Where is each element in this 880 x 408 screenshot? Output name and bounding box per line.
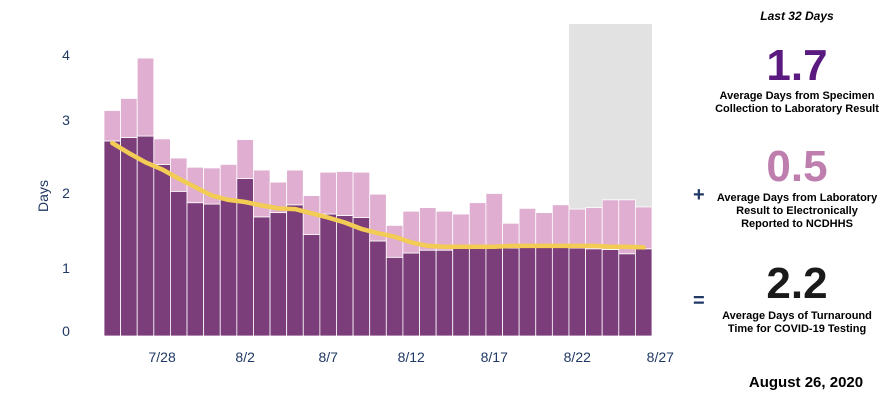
bar-result-to-report-8/5 [286, 169, 304, 206]
bar-result-to-report-8/21 [551, 204, 570, 248]
x-tick-label: 8/22 [564, 349, 591, 365]
y-tick-label: 1 [62, 260, 70, 276]
bar-result-to-report-8/17 [485, 193, 503, 249]
bar-result-to-report-8/9 [352, 171, 371, 218]
y-tick-label: 2 [62, 185, 70, 201]
bar-result-to-report-8/26 [634, 206, 653, 250]
plus-operator: + [693, 184, 705, 206]
metric-result-to-report-label: Average Days from Laboratory Result to E… [716, 192, 878, 230]
bar-result-to-report-7/28 [153, 138, 171, 165]
x-tick-label: 7/28 [148, 349, 175, 365]
metric-collection-to-result-value: 1.7 [766, 41, 828, 90]
y-axis-ticks: 0 1 2 3 4 [62, 47, 70, 339]
bar-collection-to-result-8/8 [336, 215, 354, 337]
bar-collection-to-result-8/10 [369, 240, 387, 337]
bar-collection-to-result-8/5 [286, 204, 304, 337]
bar-result-to-report-8/2 [236, 139, 254, 179]
bar-collection-to-result-8/1 [219, 199, 238, 337]
report-date: August 26, 2020 [748, 374, 864, 391]
bar-collection-to-result-8/13 [419, 249, 437, 337]
bar-result-to-report-8/12 [402, 210, 420, 254]
bar-collection-to-result-8/24 [601, 249, 620, 337]
bar-collection-to-result-8/26 [634, 248, 653, 337]
metric-result-to-report-value: 0.5 [766, 142, 828, 191]
bar-result-to-report-8/3 [253, 169, 271, 218]
bar-result-to-report-7/25 [103, 110, 122, 142]
trend-line-layer [110, 140, 646, 250]
bars-layer [103, 57, 653, 337]
bar-result-to-report-8/7 [319, 171, 337, 215]
bar-collection-to-result-8/11 [385, 256, 404, 337]
bar-result-to-report-8/22 [568, 208, 586, 249]
x-tick-label: 8/27 [647, 349, 674, 365]
bar-collection-to-result-8/23 [585, 248, 603, 337]
bar-result-to-report-7/26 [120, 98, 138, 138]
bar-collection-to-result-7/31 [203, 203, 221, 337]
bar-result-to-report-8/23 [585, 207, 603, 250]
y-tick-label: 3 [62, 112, 70, 128]
bar-result-to-report-8/16 [468, 202, 487, 249]
bar-collection-to-result-8/22 [568, 247, 586, 337]
trend-line [110, 140, 646, 250]
metric-total-turnaround-label: Average Days of Turnaround Time for COVI… [722, 310, 872, 335]
bar-collection-to-result-8/18 [502, 247, 520, 337]
bar-collection-to-result-8/15 [452, 247, 470, 337]
x-tick-label: 8/7 [318, 349, 338, 365]
bar-collection-to-result-7/29 [170, 190, 188, 337]
bar-result-to-report-8/8 [336, 171, 354, 216]
x-axis-ticks: 7/28 8/2 8/7 8/12 8/17 8/22 8/27 [148, 349, 674, 365]
bar-collection-to-result-8/6 [302, 234, 321, 337]
bar-result-to-report-7/27 [136, 57, 155, 137]
bar-result-to-report-8/1 [219, 163, 238, 201]
bar-result-to-report-8/19 [518, 207, 537, 248]
y-tick-label: 4 [62, 47, 70, 63]
bar-collection-to-result-8/14 [435, 249, 454, 337]
bar-result-to-report-8/20 [535, 212, 553, 248]
bar-collection-to-result-8/21 [551, 246, 570, 337]
bar-collection-to-result-7/28 [153, 163, 171, 337]
bar-collection-to-result-7/25 [103, 140, 122, 337]
bar-collection-to-result-7/30 [186, 202, 205, 337]
bar-result-to-report-8/11 [385, 224, 404, 258]
bar-collection-to-result-8/25 [618, 253, 636, 337]
metric-total-turnaround-value: 2.2 [766, 259, 828, 308]
x-tick-label: 8/17 [481, 349, 508, 365]
bar-result-to-report-8/15 [452, 213, 470, 249]
bar-collection-to-result-8/17 [485, 247, 503, 337]
bar-collection-to-result-8/9 [352, 217, 371, 337]
period-label: Last 32 Days [760, 9, 834, 23]
bar-collection-to-result-8/7 [319, 213, 337, 337]
bar-result-to-report-8/10 [369, 193, 387, 242]
bar-collection-to-result-7/26 [120, 137, 138, 337]
bar-collection-to-result-8/19 [518, 246, 537, 337]
bar-collection-to-result-8/20 [535, 246, 553, 337]
y-axis-label: Days [35, 180, 51, 212]
turnaround-chart: 0 1 2 3 4 7/28 8/2 8/7 8/12 8/17 8/22 8/27 Days [35, 24, 674, 365]
bar-collection-to-result-8/12 [402, 252, 420, 337]
bar-result-to-report-8/24 [601, 199, 620, 250]
x-tick-label: 8/2 [235, 349, 255, 365]
bar-collection-to-result-8/16 [468, 247, 487, 337]
y-tick-label: 0 [62, 323, 70, 339]
metric-collection-to-result-label: Average Days from Specimen Collection to… [715, 90, 879, 115]
bar-collection-to-result-8/3 [253, 216, 271, 337]
equals-operator: = [693, 290, 705, 312]
x-tick-label: 8/12 [398, 349, 425, 365]
bar-collection-to-result-8/4 [269, 212, 288, 337]
